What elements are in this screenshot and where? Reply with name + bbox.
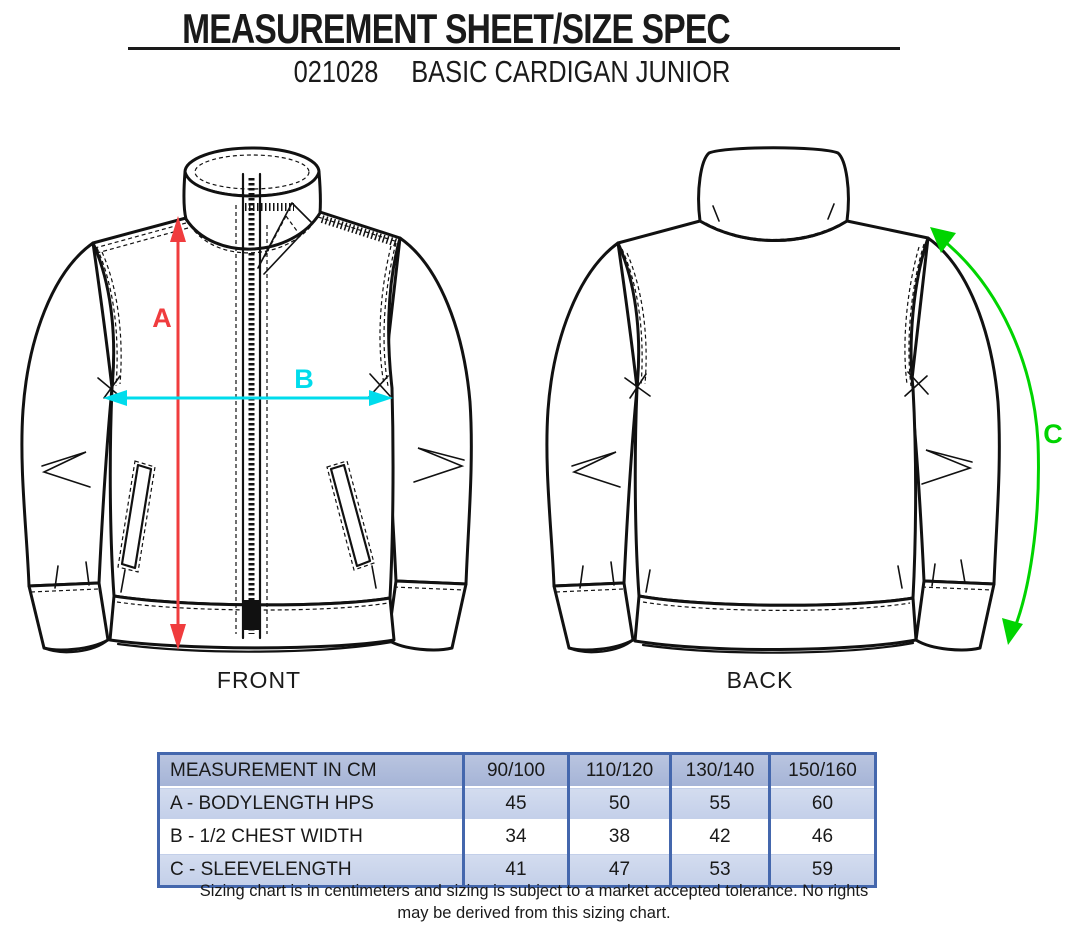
- table-header-row: MEASUREMENT IN CM 90/100 110/120 130/140…: [158, 753, 876, 787]
- front-pocket-right: [326, 460, 375, 571]
- article-line: 021028 BASIC CARDIGAN JUNIOR: [92, 54, 932, 90]
- cell-value: 45: [462, 787, 569, 820]
- article-name: BASIC CARDIGAN JUNIOR: [411, 54, 731, 89]
- row-label: A - BODYLENGTH HPS: [170, 792, 374, 814]
- front-pocket-left: [117, 460, 156, 573]
- row-label: C - SLEEVELENGTH: [170, 858, 352, 880]
- arrowhead-a-top: [170, 216, 186, 242]
- front-view-label: FRONT: [216, 667, 302, 693]
- measure-label-a: A: [152, 303, 172, 333]
- row-label: B - 1/2 CHEST WIDTH: [170, 825, 363, 847]
- table-header-size-4: 150/160: [768, 753, 876, 787]
- footnote: Sizing chart is in centimeters and sizin…: [0, 881, 1068, 925]
- back-view-drawing: C: [545, 146, 1063, 654]
- arrowhead-a-bottom: [170, 624, 186, 650]
- table-header-size-2: 110/120: [567, 753, 671, 787]
- cell-value: 59: [768, 853, 876, 887]
- back-body: [616, 219, 930, 607]
- cell-value: 53: [669, 853, 770, 887]
- cell-value: 55: [669, 787, 770, 820]
- table-header-size-3: 130/140: [669, 753, 770, 787]
- size-table: MEASUREMENT IN CM 90/100 110/120 130/140…: [157, 752, 877, 888]
- measure-arrow-b: B: [103, 364, 393, 406]
- back-sleeve-left: [545, 241, 639, 654]
- measure-label-b: B: [294, 364, 314, 394]
- front-view-drawing: A B: [20, 146, 473, 654]
- cell-value: 50: [567, 787, 671, 820]
- back-hem-band: [633, 565, 918, 654]
- arrowhead-b-right: [369, 390, 393, 406]
- cell-value: 47: [567, 853, 671, 887]
- measure-arrow-c: C: [930, 227, 1063, 645]
- table-row-chest-width: B - 1/2 CHEST WIDTH 34 38 42 46: [158, 820, 876, 853]
- cell-value: 42: [669, 820, 770, 853]
- zipper-bottom-stop: [244, 600, 259, 630]
- arrowhead-c-top: [930, 227, 956, 253]
- cell-value: 60: [768, 787, 876, 820]
- footnote-line2: may be derived from this sizing chart.: [397, 903, 671, 922]
- cell-value: 34: [462, 820, 569, 853]
- front-sleeve-left: [20, 241, 114, 654]
- cell-value: 46: [768, 820, 876, 853]
- table-row-sleevelength: C - SLEEVELENGTH 41 47 53 59: [158, 853, 876, 887]
- cell-value: 41: [462, 853, 569, 887]
- front-sleeve-right: [348, 236, 473, 652]
- article-number: 021028: [293, 54, 379, 89]
- back-collar: [697, 146, 850, 242]
- arrowhead-b-left: [103, 390, 127, 406]
- back-view-label: BACK: [726, 667, 794, 693]
- back-sleeve-right: [909, 236, 1001, 652]
- footnote-line1: Sizing chart is in centimeters and sizin…: [199, 882, 869, 900]
- page-title: MEASUREMENT SHEET/SIZE SPEC: [182, 5, 731, 52]
- measure-arrow-a: A: [152, 216, 186, 650]
- table-header-measurement: MEASUREMENT IN CM: [170, 759, 377, 781]
- measure-label-c: C: [1043, 419, 1063, 449]
- front-zipper: [235, 172, 294, 640]
- cell-value: 38: [567, 820, 671, 853]
- table-header-size-1: 90/100: [462, 753, 569, 787]
- arrowhead-c-bottom: [1002, 618, 1023, 645]
- table-row-bodylength: A - BODYLENGTH HPS 45 50 55 60: [158, 787, 876, 820]
- title-rule: [128, 47, 900, 50]
